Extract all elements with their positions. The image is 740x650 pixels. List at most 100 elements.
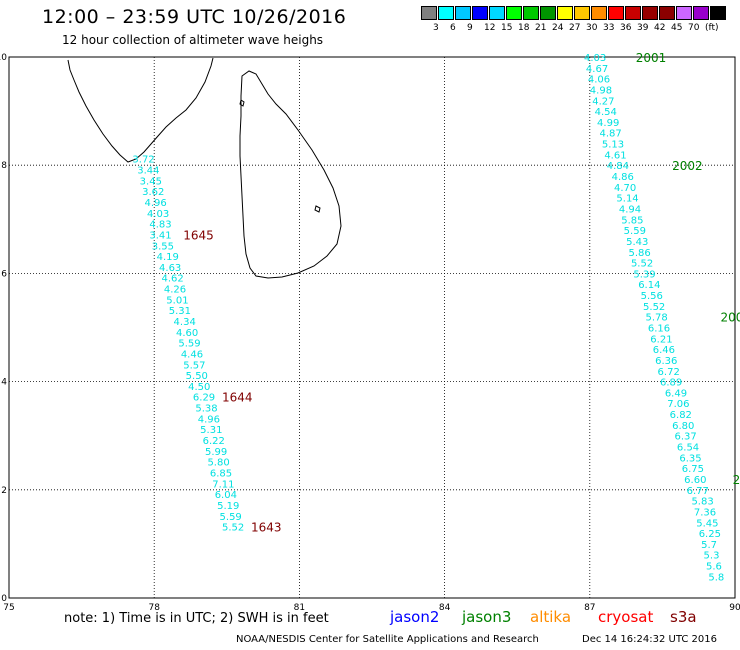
wave-height-label: 4.83	[149, 220, 171, 231]
wave-height-label: 5.13	[602, 140, 624, 151]
wave-height-label: 6.22	[203, 436, 225, 447]
time-marker-label: 1643	[251, 521, 282, 535]
wave-height-label: 6.16	[648, 324, 670, 335]
time-marker-label: 2001	[636, 51, 667, 65]
wave-height-label: 4.63	[159, 263, 181, 274]
wave-height-label: 5.78	[645, 313, 667, 324]
wave-height-label: 6.29	[193, 393, 215, 404]
legend-label: 12	[484, 23, 496, 33]
wave-height-label: 4.26	[164, 285, 186, 296]
wave-height-label: 6.46	[653, 345, 675, 356]
legend-swatch	[489, 6, 505, 20]
axis-tick-labels: 75 78 81 84 87 90 10 8 6 4 2 0	[0, 53, 740, 613]
wave-height-label: 7.06	[667, 399, 689, 410]
wave-height-label: 6.60	[684, 475, 706, 486]
legend-swatch	[472, 6, 488, 20]
time-marker-label: 1645	[183, 228, 214, 242]
legend-swatch	[608, 6, 624, 20]
wave-height-label: 4.19	[157, 252, 179, 263]
legend-label: 3	[433, 23, 439, 33]
x-tick-label: 90	[729, 603, 740, 613]
wave-height-label: 5.86	[629, 248, 651, 259]
wave-height-label: 4.96	[145, 198, 167, 209]
island-outline	[314, 205, 321, 213]
wave-height-label: 4.27	[592, 96, 614, 107]
wave-height-label: 4.03	[147, 209, 169, 220]
wave-height-label: 6.75	[682, 464, 704, 475]
wave-height-label: 5.50	[186, 371, 208, 382]
wave-height-label: 4.86	[612, 172, 634, 183]
india-coastline	[67, 57, 214, 163]
wave-height-label: 5.43	[626, 237, 648, 248]
wave-height-label: 5.59	[220, 512, 242, 523]
time-marker-label: 2003	[720, 311, 740, 325]
wave-height-label: 5.83	[691, 497, 713, 508]
wave-height-label: 3.55	[152, 241, 174, 252]
legend-swatch	[506, 6, 522, 20]
legend-label: 27	[569, 23, 581, 33]
wave-height-label: 5.38	[195, 404, 217, 415]
wave-height-label: 4.98	[590, 85, 612, 96]
legend-label: 36	[620, 23, 632, 33]
legend-swatch	[540, 6, 556, 20]
legend-label: 6	[450, 23, 456, 33]
wave-height-label: 4.50	[188, 382, 210, 393]
wave-height-label: 5.52	[222, 523, 244, 534]
time-marker-label: 2002	[672, 159, 703, 173]
wave-height-label: 5.31	[200, 425, 222, 436]
wave-height-label: 7.11	[212, 479, 234, 490]
wave-height-label: 4.03	[584, 53, 606, 64]
legend-label: 30	[586, 23, 598, 33]
satellite-name-s3a: s3a	[670, 608, 697, 626]
legend-swatch	[693, 6, 709, 20]
legend-swatch	[557, 6, 573, 20]
wave-height-label: 4.84	[607, 161, 629, 172]
x-tick-label: 78	[148, 603, 160, 613]
x-tick-label: 84	[439, 603, 451, 613]
wave-height-label: 4.34	[174, 317, 196, 328]
legend-label: 39	[637, 23, 649, 33]
footer-note: note: 1) Time is in UTC; 2) SWH is in fe…	[64, 611, 329, 626]
wave-height-label: 6.89	[660, 378, 682, 389]
wave-height-label: 5.57	[183, 360, 205, 371]
wave-height-label: 3.62	[142, 187, 164, 198]
time-markers: 1645 1644 1643 2001 2002 2003 2	[183, 51, 740, 535]
legend-swatch	[625, 6, 641, 20]
legend-label: 33	[603, 23, 615, 33]
sri-lanka-coastline	[239, 70, 342, 279]
wave-height-label: 4.61	[604, 150, 626, 161]
y-tick-label: 10	[0, 53, 7, 63]
wave-height-label: 5.01	[166, 295, 188, 306]
wave-height-label: 6.54	[677, 443, 699, 454]
legend-swatch	[659, 6, 675, 20]
wave-height-label: 7.36	[694, 507, 716, 518]
time-marker-label: 1644	[222, 391, 253, 405]
wave-height-label: 5.3	[704, 551, 720, 562]
satellite-name-cryosat: cryosat	[598, 608, 654, 626]
legend-swatch	[642, 6, 658, 20]
legend-label: 45	[671, 23, 683, 33]
wave-height-label: 4.99	[597, 118, 619, 129]
wave-height-label: 5.59	[624, 226, 646, 237]
y-tick-label: 2	[1, 486, 7, 496]
wave-height-label: 5.14	[616, 194, 638, 205]
legend-label: 42	[654, 23, 666, 33]
wave-height-label: 4.46	[181, 349, 203, 360]
legend-swatch	[710, 6, 726, 20]
x-tick-label: 87	[584, 603, 595, 613]
wave-height-label: 6.14	[638, 280, 660, 291]
wave-height-label: 4.96	[198, 414, 220, 425]
wave-height-label: 4.62	[161, 274, 183, 285]
wave-height-label: 3.41	[149, 230, 171, 241]
legend-swatch	[421, 6, 437, 20]
wave-height-label: 4.94	[619, 204, 641, 215]
legend-swatch	[523, 6, 539, 20]
satellite-name-jason2: jason2	[390, 608, 440, 626]
lat-lon-grid	[8, 56, 736, 599]
wave-height-label: 4.06	[588, 75, 610, 86]
wave-height-label: 5.52	[631, 259, 653, 270]
generation-timestamp: Dec 14 16:24:32 UTC 2016	[582, 634, 717, 645]
wave-height-label: 6.49	[665, 388, 687, 399]
wave-height-label: 6.72	[658, 367, 680, 378]
wave-height-label: 4.70	[614, 183, 636, 194]
